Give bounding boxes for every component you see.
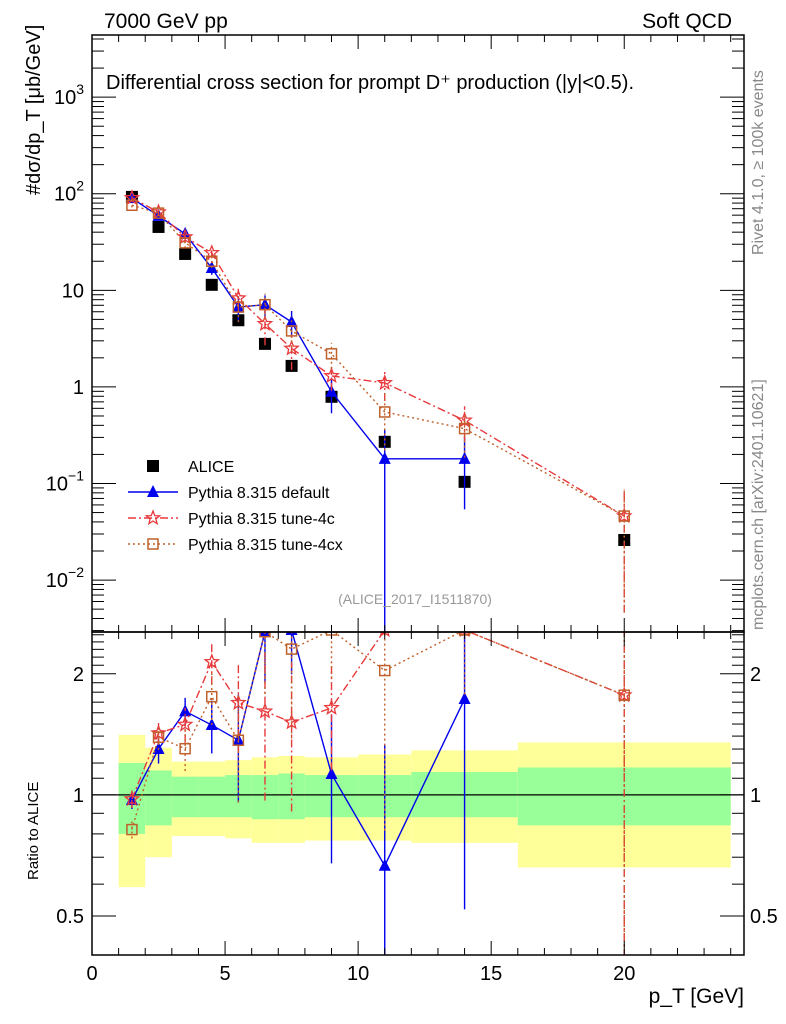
pythia-8-315-tune-4cx-point [232,301,245,313]
x-tick-label: 0 [86,963,97,985]
y-tick-label: 1 [73,377,84,399]
x-tick-label: 10 [347,963,369,985]
ratio-tick-label: 2 [73,664,84,686]
pythia-8-315-tune-4c-ratio-point [256,702,274,719]
legend-marker [144,509,162,526]
pythia-8-315-default-ratio-point [258,632,271,637]
pythia-8-315-tune-4c-ratio-point [203,653,221,670]
pythia-8-315-tune-4cx-point [152,207,165,219]
legend: ALICE Pythia 8.315 default Pythia 8.315 tu… [128,459,343,554]
pythia-8-315-tune-4cx-ratio-line [131,632,625,830]
pythia-8-315-default-point [458,451,471,464]
pythia-8-315-default-ratio-point [378,858,391,871]
pythia-8-315-tune-4c-point [176,228,194,245]
header-right: Soft QCD [642,10,732,33]
pythia-8-315-tune-4cx-ratio-point [285,643,298,655]
alice-point [152,220,165,233]
y-tick-label: 10−2 [46,564,84,592]
y-tick-label: 102 [54,178,84,206]
ratio-frame [91,631,745,956]
y-tick-label: 103 [54,81,84,109]
pythia-8-315-tune-4c-ratio-point [176,715,194,732]
side-text-top: Rivet 4.1.0, ≥ 100k events [750,70,767,255]
legend-label: Pythia 8.315 tune-4c [188,511,335,528]
side-text-bottom: mcplots.cern.ch [arXiv:2401.10621] [750,379,767,630]
pythia-8-315-tune-4cx-point [206,255,218,267]
legend-label: Pythia 8.315 tune-4cx [188,537,343,554]
pythia-8-315-tune-4cx-ratio-point [152,731,165,744]
pythia-8-315-tune-4c-ratio-point [123,790,141,807]
legend-label: Pythia 8.315 default [188,485,330,502]
ratio-tick-label-right: 2 [750,664,761,686]
analysis-id: (ALICE_2017_I1511870) [338,591,492,607]
ratio-tick-label-right: 1 [750,785,761,807]
uncertainty-band-inner [171,776,199,818]
pythia-8-315-default-point [179,226,192,239]
pythia-8-315-tune-4cx-ratio-point [206,690,218,703]
y-tick-label: 10−1 [46,467,84,495]
pythia-8-315-tune-4c-ratio-point [283,713,300,730]
pythia-8-315-tune-4cx-point [259,298,271,311]
pythia-8-315-tune-4cx-point [179,237,191,249]
pythia-8-315-tune-4c-point [376,374,394,391]
chart-title: Differential cross section for prompt D⁺… [106,72,634,94]
x-tick-label: 5 [219,963,230,985]
uncertainty-band-inner [145,770,172,826]
alice-point [179,247,192,260]
pythia-8-315-tune-4cx-ratio-point [259,632,271,638]
pythia-8-315-tune-4c-ratio-line [131,632,625,800]
x-tick-label: 20 [613,963,635,985]
ratio-tick-label: 0.5 [56,906,84,928]
pythia-8-315-tune-4cx-point [285,325,298,337]
ratio-y-axis-label: Ratio to ALICE [25,782,42,880]
uncertainty-band-inner [198,776,226,818]
pythia-8-315-tune-4c-point [323,367,340,384]
legend-marker [147,485,159,497]
x-axis-label: p_T [GeV] [649,985,744,1008]
pythia-8-315-tune-4cx-point [458,422,471,435]
pythia-8-315-default-ratio-point [325,767,338,780]
legend-marker [147,538,159,550]
pythia-8-315-tune-4c-point [256,314,274,331]
uncertainty-band-inner [278,773,305,820]
pythia-8-315-tune-4cx-point [618,510,630,522]
header-left: 7000 GeV pp [104,10,228,33]
pythia-8-315-tune-4cx-ratio-point [126,823,138,836]
alice-point [618,533,631,546]
alice-point [205,278,218,291]
legend-marker [147,460,159,472]
ratio-tick-label-right: 0.5 [750,906,778,928]
pythia-8-315-tune-4cx-point [325,348,338,360]
y-axis-label: #dσ/dp_T [μb/GeV] [23,25,45,195]
pythia-8-315-tune-4cx-point [126,199,138,211]
pythia-8-315-tune-4cx-point [378,406,391,418]
pythia-8-315-tune-4c-ratio-point [323,699,340,715]
pythia-8-315-default-point [378,451,391,464]
pythia-8-315-tune-4cx-ratio-point [179,742,191,755]
pythia-8-315-tune-4cx-ratio-point [618,689,630,701]
legend-label: ALICE [188,459,234,476]
y-tick-label: 10 [62,280,84,302]
pythia-8-315-tune-4c-ratio-point [150,724,167,741]
x-tick-label: 15 [480,963,502,985]
pythia-8-315-tune-4cx-ratio-point [378,664,391,677]
ratio-tick-label: 1 [73,785,84,807]
pythia-8-315-tune-4cx-ratio-point [232,734,245,746]
pythia-8-315-default-ratio-point [458,692,471,705]
